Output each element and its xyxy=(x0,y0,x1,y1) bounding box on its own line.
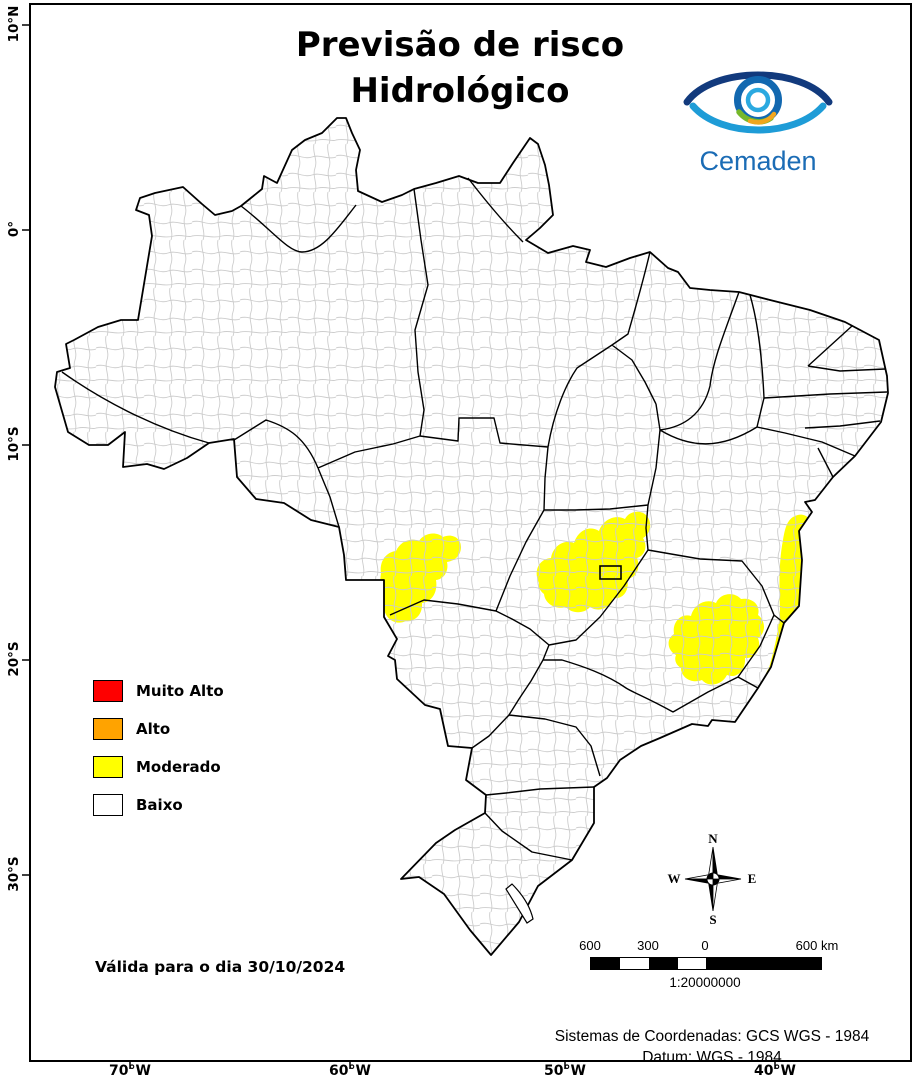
compass-north-label: N xyxy=(708,833,718,846)
cemaden-logo: Cemaden xyxy=(672,54,844,177)
scale-label-600-right: 600 km xyxy=(795,938,839,953)
map-title-line-2: Hidrológico xyxy=(350,71,570,111)
lat-label-10s: 10°S xyxy=(6,426,22,462)
lat-label-30s: 30°S xyxy=(6,856,22,892)
legend-swatch-baixo xyxy=(93,794,123,816)
compass-south-label: S xyxy=(709,912,716,927)
patos-lagoon xyxy=(505,883,534,924)
scale-bar-segment xyxy=(620,958,649,969)
scale-label-300: 300 xyxy=(637,938,659,953)
scale-bar: 600 300 0 600 km 1:20000000 xyxy=(575,938,865,998)
validity-note: Válida para o dia 30/10/2024 xyxy=(95,958,346,976)
cemaden-eye-icon xyxy=(683,71,833,134)
scale-ratio: 1:20000000 xyxy=(669,975,741,990)
scale-bar-graphic xyxy=(590,957,822,970)
legend-swatch-alto xyxy=(93,718,123,740)
legend-swatch-muito-alto xyxy=(93,680,123,702)
scale-label-0: 0 xyxy=(701,938,709,953)
legend-row-baixo: Baixo xyxy=(93,794,224,816)
axis-ticks xyxy=(22,24,776,1069)
projection-info-line-2: Datum: WGS - 1984 xyxy=(642,1049,782,1066)
map-title-line-1: Previsão de risco xyxy=(295,25,625,65)
legend-label-baixo: Baixo xyxy=(136,796,183,814)
legend-row-alto: Alto xyxy=(93,718,224,740)
map-frame xyxy=(29,3,912,1062)
legend-label-muito-alto: Muito Alto xyxy=(136,682,224,700)
compass-rose-icon: N S W E xyxy=(668,831,757,927)
lat-label-0: 0° xyxy=(6,220,22,238)
legend-swatch-moderado xyxy=(93,756,123,778)
compass-east-label: E xyxy=(748,871,757,886)
lon-label-70w: 70°W xyxy=(109,1063,151,1079)
state-borders xyxy=(61,177,888,861)
brazil-outline xyxy=(54,117,889,956)
municipality-texture xyxy=(55,118,888,955)
scale-bar-segment xyxy=(591,958,620,969)
lat-label-20s: 20°S xyxy=(6,641,22,677)
projection-info-line-1: Sistemas de Coordenadas: GCS WGS - 1984 xyxy=(554,1028,870,1045)
federal-district-outline xyxy=(599,565,622,580)
projection-info: Sistemas de Coordenadas: GCS WGS - 1984 … xyxy=(512,1026,912,1068)
legend-row-moderado: Moderado xyxy=(93,756,224,778)
scale-label-600-left: 600 xyxy=(579,938,601,953)
legend: Muito Alto Alto Moderado Baixo xyxy=(93,680,224,832)
lon-label-60w: 60°W xyxy=(329,1063,371,1079)
lon-label-40w: 40°W xyxy=(754,1063,796,1079)
legend-row-muito-alto: Muito Alto xyxy=(93,680,224,702)
scale-bar-segment xyxy=(706,958,821,969)
map-title: Previsão de risco Hidrológico xyxy=(140,22,780,114)
compass-west-label: W xyxy=(668,871,681,886)
scale-bar-segment xyxy=(678,958,706,969)
lat-label-10n: 10°N xyxy=(6,5,22,43)
cemaden-wordmark: Cemaden xyxy=(699,146,817,176)
legend-label-moderado: Moderado xyxy=(136,758,221,776)
lon-label-50w: 50°W xyxy=(544,1063,586,1079)
compass-rose: N S W E xyxy=(663,831,768,933)
scale-bar-segment xyxy=(649,958,678,969)
legend-label-alto: Alto xyxy=(136,720,171,738)
